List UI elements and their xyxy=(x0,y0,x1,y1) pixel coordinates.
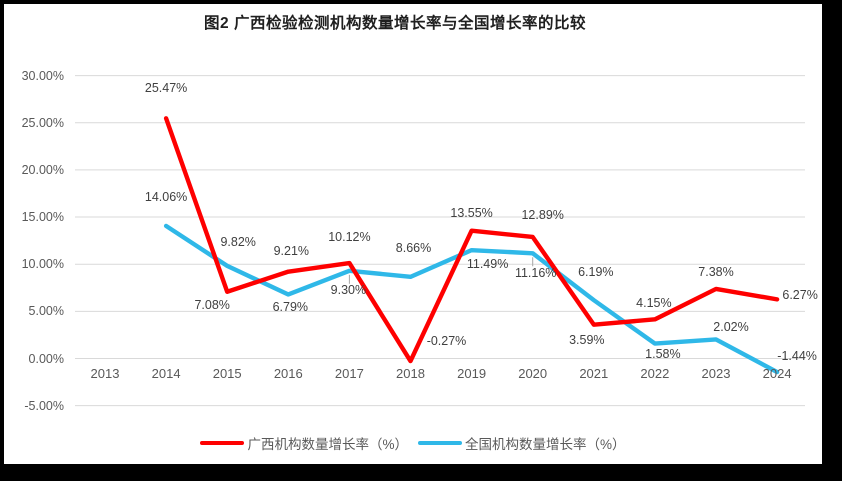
legend-line-swatch xyxy=(200,440,245,446)
legend-item-1: 全国机构数量增长率（%） xyxy=(418,433,626,453)
legend-item-0: 广西机构数量增长率（%） xyxy=(200,433,408,453)
chart-canvas xyxy=(4,4,822,464)
chart-legend: 广西机构数量增长率（%） 全国机构数量增长率（%） xyxy=(4,433,822,453)
legend-label: 广西机构数量增长率（%） xyxy=(247,437,408,452)
legend-line-swatch xyxy=(418,440,462,446)
chart-title: 图2 广西检验检测机构数量增长率与全国增长率的比较 xyxy=(204,15,586,32)
legend-label: 全国机构数量增长率（%） xyxy=(465,437,626,452)
